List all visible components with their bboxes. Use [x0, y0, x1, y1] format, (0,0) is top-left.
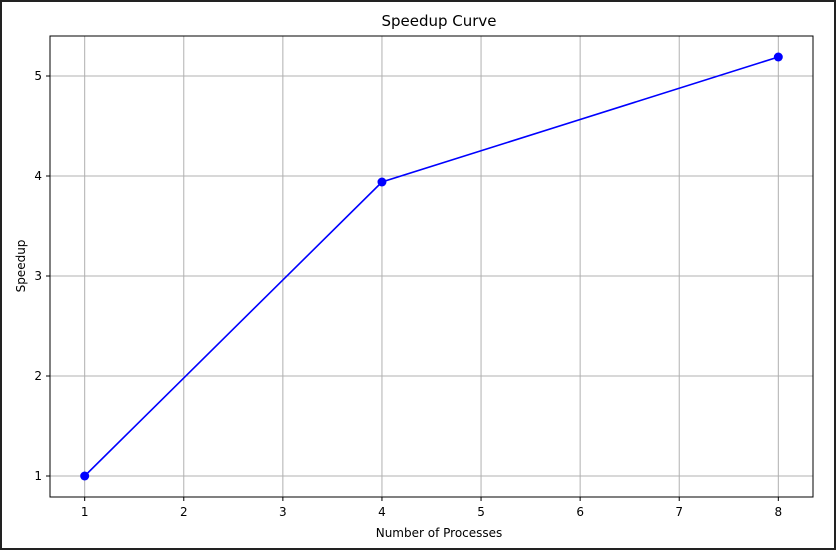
x-tick-label: 5: [477, 505, 485, 519]
data-point: [80, 471, 90, 481]
data-point: [377, 177, 387, 187]
plot-area: [49, 35, 814, 498]
y-tick-label: 4: [34, 169, 42, 183]
x-tick-label: 4: [378, 505, 386, 519]
x-tick-label: 2: [180, 505, 188, 519]
x-axis-label: Number of Processes: [376, 526, 503, 540]
y-tick-label: 5: [34, 69, 42, 83]
chart-title: Speedup Curve: [381, 12, 496, 30]
y-axis: 1 2 3 4 5: [34, 69, 50, 483]
x-tick-label: 6: [576, 505, 584, 519]
series-line: [84, 56, 779, 477]
x-tick-label: 1: [81, 505, 89, 519]
grid: [50, 36, 813, 497]
x-tick-label: 8: [774, 505, 782, 519]
x-axis: 1 2 3 4 5 6 7 8: [81, 497, 782, 519]
y-tick-label: 2: [34, 369, 42, 383]
y-axis-label: Speedup: [14, 240, 28, 293]
x-tick-label: 7: [675, 505, 683, 519]
data-point: [773, 52, 783, 62]
x-tick-label: 3: [279, 505, 287, 519]
y-tick-label: 1: [34, 469, 42, 483]
y-tick-label: 3: [34, 269, 42, 283]
series-layer: [80, 52, 783, 481]
